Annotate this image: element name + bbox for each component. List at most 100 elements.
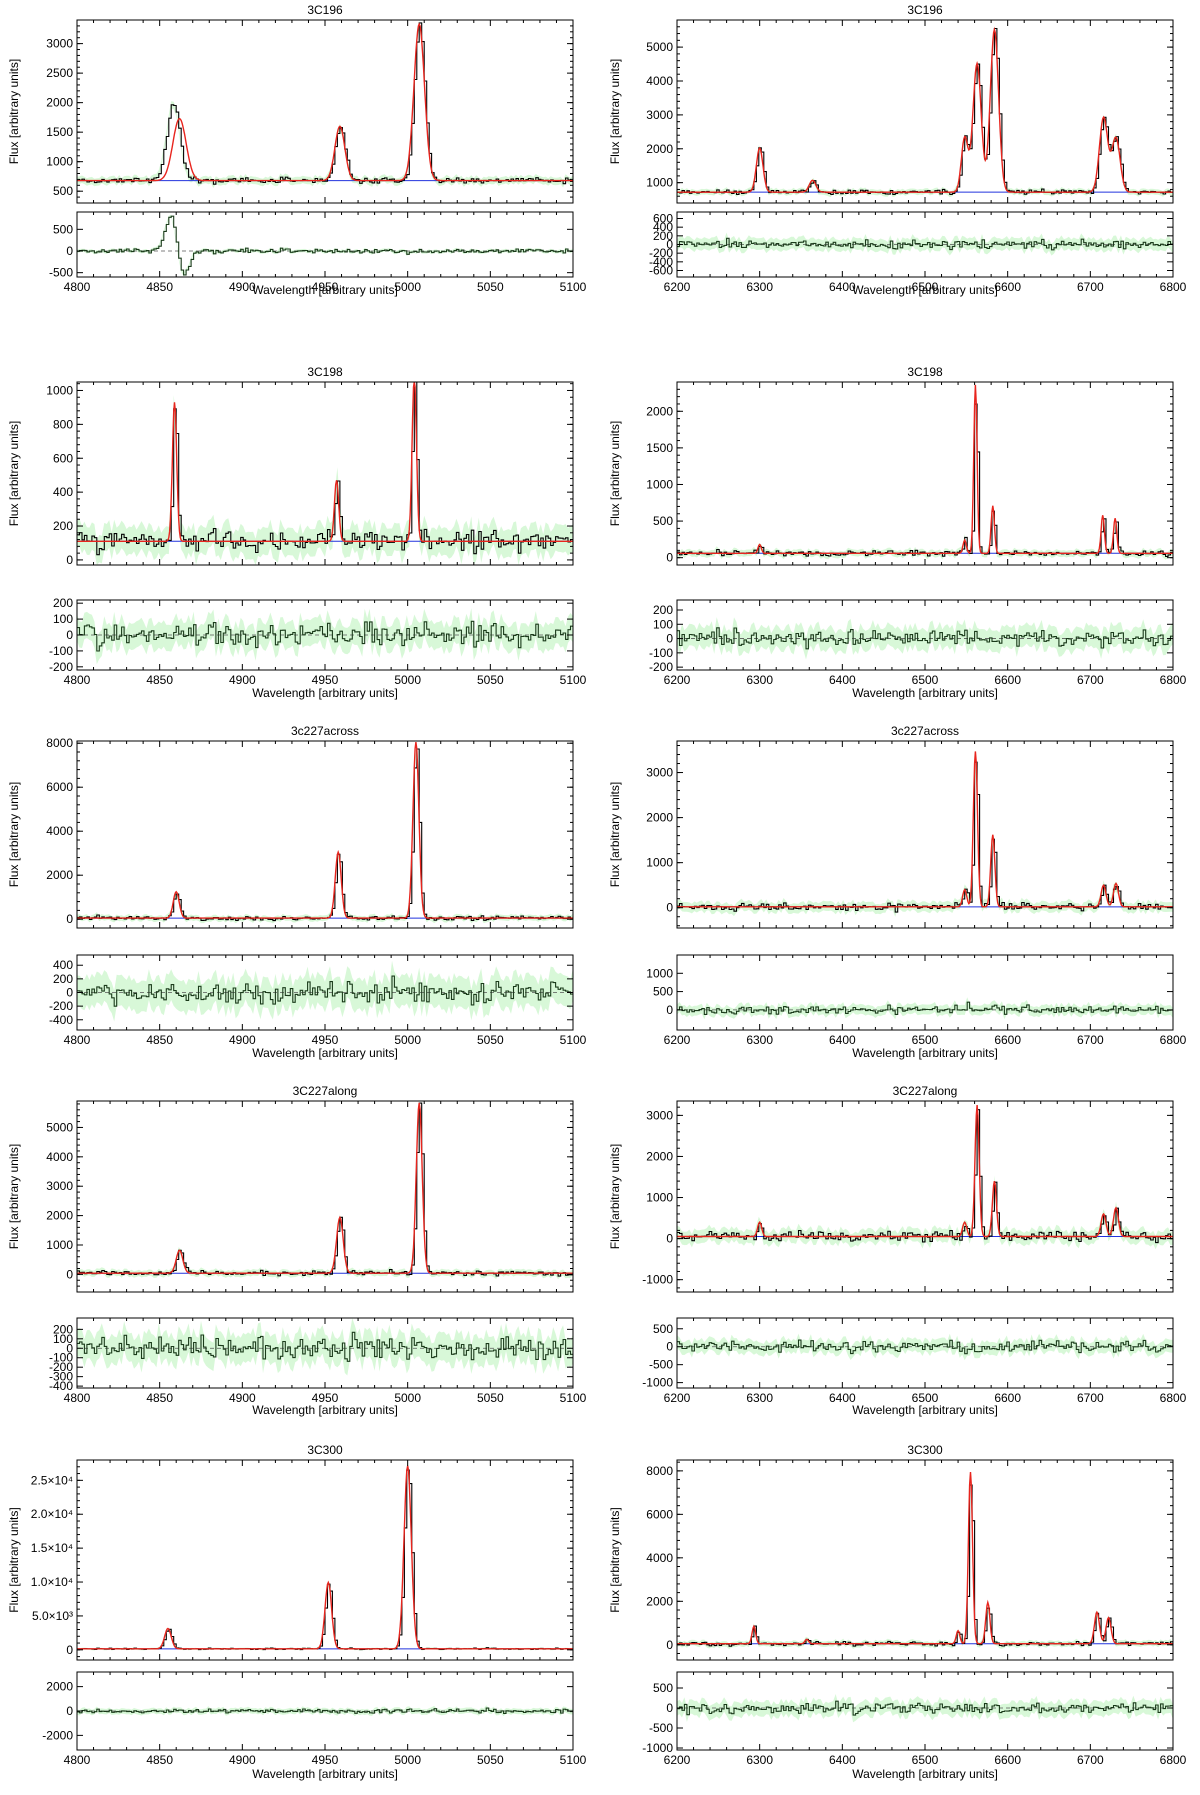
y-tick-label: 1000	[646, 176, 673, 190]
main-plot-frame	[676, 1100, 1174, 1293]
x-tick-label: 6200	[664, 673, 691, 687]
x-tick-label: 6700	[1077, 280, 1104, 294]
main-plot-frame	[76, 740, 574, 929]
y-tick-label: 1500	[646, 441, 673, 455]
y-tick-label: 3000	[646, 108, 673, 122]
x-tick-label: 4800	[64, 1033, 91, 1047]
x-tick-label: 4850	[146, 1391, 173, 1405]
y-tick-label: 6000	[46, 780, 73, 794]
x-tick-label: 4850	[146, 1753, 173, 1767]
x-tick-label: 6300	[746, 673, 773, 687]
y-tick-label: 1000	[46, 1238, 73, 1252]
res-y-tick-label: -2000	[42, 1728, 73, 1742]
res-y-tick-label: -200	[649, 246, 673, 260]
residual-spectrum	[677, 1001, 1173, 1015]
x-tick-label: 5000	[394, 280, 421, 294]
x-axis-label: Wavelength [arbitrary units]	[252, 686, 398, 700]
res-y-tick-label: 0	[666, 238, 673, 252]
x-tick-label: 6700	[1077, 1753, 1104, 1767]
model-fit	[77, 381, 573, 542]
panel-8: 3C227along 6200 6300 6400 6500 6600 6700 6800 -1…	[608, 1084, 1187, 1417]
x-tick-label: 6400	[829, 1391, 856, 1405]
residual-spectrum	[77, 620, 573, 652]
y-tick-label: 2500	[46, 66, 73, 80]
res-y-tick-label: 0	[66, 986, 73, 1000]
res-y-tick-label: -400	[49, 1013, 73, 1027]
panel-4: 3C198 6200 6300 6400 6500 6600 6700 6800 0 500 100…	[608, 365, 1187, 700]
y-tick-label: 500	[53, 184, 73, 198]
x-axis-label: Wavelength [arbitrary units]	[252, 283, 398, 297]
x-tick-label: 5000	[394, 673, 421, 687]
x-tick-label: 4950	[312, 1033, 339, 1047]
y-axis-label: Flux [arbitrary units]	[608, 421, 622, 526]
x-axis-label: Wavelength [arbitrary units]	[852, 1403, 998, 1417]
error-band	[77, 20, 573, 188]
res-y-tick-label: 200	[53, 972, 73, 986]
res-y-tick-label: 100	[53, 1332, 73, 1346]
y-tick-label: 600	[53, 451, 73, 465]
y-axis-label: Flux [arbitrary units]	[7, 421, 21, 526]
y-tick-label: 5000	[46, 1120, 73, 1134]
y-tick-label: 500	[653, 514, 673, 528]
res-y-tick-label: 1000	[646, 966, 673, 980]
x-tick-label: 6600	[994, 673, 1021, 687]
res-y-tick-label: 500	[653, 1681, 673, 1695]
x-tick-label: 4800	[64, 280, 91, 294]
y-tick-label: 3000	[646, 766, 673, 780]
res-y-tick-label: -100	[49, 644, 73, 658]
error-band	[77, 1101, 573, 1280]
residual-plot-frame	[676, 954, 1174, 1031]
data-spectrum	[77, 748, 573, 922]
y-tick-label: 0	[66, 912, 73, 926]
panel-title: 3C227along	[293, 1084, 358, 1098]
res-y-tick-label: 500	[653, 985, 673, 999]
x-axis-label: Wavelength [arbitrary units]	[852, 1046, 998, 1060]
panel-title: 3C300	[307, 1443, 343, 1457]
y-tick-label: 3000	[46, 1179, 73, 1193]
y-tick-label: 800	[53, 417, 73, 431]
y-tick-label: 1.5×10⁴	[31, 1541, 73, 1555]
x-tick-label: 4950	[312, 673, 339, 687]
res-y-tick-label: 0	[666, 632, 673, 646]
y-tick-label: 1000	[646, 1191, 673, 1205]
y-tick-label: 0	[666, 901, 673, 915]
res-y-tick-label: 2000	[46, 1680, 73, 1694]
residual-plot-frame	[76, 211, 574, 278]
panel-2: 3C196 6200 6300 6400 6500 6600 6700 6800 1000 200…	[608, 3, 1187, 297]
y-tick-label: 2000	[646, 1149, 673, 1163]
y-tick-label: 0	[666, 1232, 673, 1246]
x-tick-label: 4850	[146, 1033, 173, 1047]
error-band	[677, 757, 1173, 917]
y-tick-label: 1000	[646, 856, 673, 870]
res-y-tick-label: -500	[649, 1358, 673, 1372]
data-spectrum	[77, 1469, 573, 1651]
panel-title: 3c227across	[891, 724, 959, 738]
x-tick-label: 4900	[229, 1033, 256, 1047]
y-tick-label: 2000	[646, 1594, 673, 1608]
res-y-tick-label: 0	[66, 628, 73, 642]
y-tick-label: 2.5×10⁴	[31, 1473, 73, 1487]
x-tick-label: 6600	[994, 1033, 1021, 1047]
res-y-tick-label: -100	[649, 646, 673, 660]
y-tick-label: 0	[66, 553, 73, 567]
y-tick-label: 4000	[46, 824, 73, 838]
y-axis-label: Flux [arbitrary units]	[608, 59, 622, 164]
y-tick-label: 200	[53, 519, 73, 533]
model-fit	[677, 1471, 1173, 1645]
x-tick-label: 6700	[1077, 1391, 1104, 1405]
res-y-tick-label: 400	[653, 220, 673, 234]
x-tick-label: 4950	[312, 1391, 339, 1405]
x-tick-label: 6500	[912, 673, 939, 687]
panel-10: 3C300 6200 6300 6400 6500 6600 6700 6800 0 2000 40…	[608, 1443, 1187, 1781]
res-y-tick-label: 600	[653, 212, 673, 226]
y-tick-label: -1000	[642, 1273, 673, 1287]
x-tick-label: 5050	[477, 1753, 504, 1767]
x-tick-label: 6400	[829, 1753, 856, 1767]
model-fit	[677, 384, 1173, 554]
x-axis-label: Wavelength [arbitrary units]	[852, 686, 998, 700]
y-tick-label: 0	[666, 551, 673, 565]
x-tick-label: 6800	[1160, 280, 1187, 294]
